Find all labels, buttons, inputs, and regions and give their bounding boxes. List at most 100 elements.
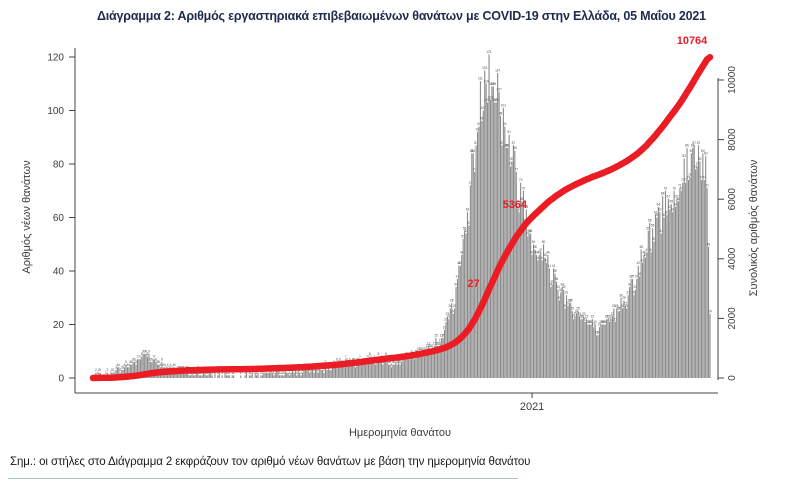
bar	[320, 369, 322, 378]
bar-value-label: 73	[681, 178, 685, 182]
bar-value-label: 1	[289, 371, 291, 375]
bar	[352, 361, 354, 378]
bar	[502, 107, 504, 378]
bar	[149, 361, 151, 378]
bar	[438, 345, 440, 378]
bar	[286, 372, 288, 378]
bar	[353, 361, 355, 378]
bar-value-label: 5	[125, 360, 127, 364]
bar	[343, 367, 345, 378]
bar	[667, 198, 669, 378]
bar	[550, 287, 552, 378]
bar	[403, 359, 405, 378]
bar	[614, 321, 616, 378]
bar-value-label: 1	[105, 371, 107, 375]
bar-value-label: 34	[454, 283, 458, 287]
bar-value-label: 3	[121, 365, 123, 369]
bar	[141, 356, 143, 378]
bar	[522, 190, 525, 378]
bar	[240, 375, 242, 378]
bar-value-label: 22	[606, 315, 610, 319]
bar	[527, 236, 529, 378]
bar-value-label: 67	[675, 194, 679, 198]
bar	[314, 367, 316, 378]
bar-value-label: 26	[615, 304, 619, 308]
bar-value-label: 7	[137, 355, 139, 359]
bar	[135, 364, 137, 379]
bar	[233, 375, 235, 378]
bar	[617, 311, 619, 379]
bar	[182, 369, 184, 378]
bar-value-label: 83	[704, 151, 708, 155]
bar-value-label: 63	[525, 205, 529, 209]
bar-value-label: 1	[217, 371, 219, 375]
bar	[708, 246, 710, 378]
annotation-10764: 10764	[677, 35, 708, 47]
bar	[583, 316, 585, 378]
bar-value-label: 34	[549, 283, 553, 287]
bar	[207, 375, 209, 378]
y-left-tick-label: 120	[47, 53, 64, 64]
bar-value-label: 21	[583, 317, 587, 321]
bar-value-label: 2	[95, 368, 97, 372]
bar	[134, 361, 136, 378]
bar	[359, 359, 361, 378]
bar-value-label: 1	[228, 371, 230, 375]
bar-value-label: 62	[517, 208, 521, 212]
bar	[709, 313, 711, 378]
bar-value-label: 103	[485, 98, 491, 102]
bar	[574, 316, 576, 378]
bar	[326, 369, 328, 378]
bar	[367, 359, 370, 378]
bar-value-label: 87	[697, 141, 701, 145]
bar	[510, 166, 512, 378]
bar	[521, 201, 523, 378]
bar-value-label: 4	[170, 363, 172, 367]
bar-value-label: 42	[636, 261, 640, 265]
bar	[531, 254, 533, 378]
bar-value-label: 26	[563, 304, 567, 308]
bar	[465, 233, 467, 378]
bar	[412, 356, 414, 378]
bar	[520, 182, 522, 378]
bar-value-label: 1	[300, 371, 302, 375]
bar	[511, 161, 513, 378]
bar	[540, 252, 542, 378]
bar	[534, 249, 536, 378]
bar-value-label: 86	[685, 143, 689, 147]
bar	[355, 367, 357, 378]
bar	[142, 353, 144, 378]
bar	[184, 372, 186, 378]
bar-value-label: 70	[680, 186, 684, 190]
bar-value-label: 6	[339, 357, 341, 361]
bar-value-label: 4	[128, 363, 130, 367]
bar	[464, 230, 466, 379]
bar-value-label: 74	[700, 176, 704, 180]
bar-value-label: 96	[480, 117, 484, 121]
bar	[372, 361, 374, 378]
bar-value-label: 6	[151, 357, 153, 361]
bar	[261, 375, 263, 378]
bar-value-label: 8	[369, 352, 371, 356]
bar-value-label: 5	[129, 360, 131, 364]
bar-value-label: 3	[178, 365, 180, 369]
bar	[619, 311, 621, 379]
bar	[692, 147, 694, 378]
bar	[426, 348, 428, 378]
bar	[568, 303, 570, 378]
bar	[398, 359, 400, 378]
bar-value-label: 2	[313, 368, 315, 372]
bar-value-label: 21	[614, 317, 618, 321]
bar-value-label: 44	[536, 256, 540, 260]
bar-value-label: 5	[131, 360, 133, 364]
bar	[627, 295, 629, 378]
bar	[357, 361, 359, 378]
bar-value-label: 55	[463, 226, 467, 230]
bar-value-label: 3	[115, 365, 117, 369]
bar	[218, 372, 220, 378]
bar	[181, 369, 183, 378]
bar-value-label: 87	[512, 141, 516, 145]
bar	[630, 279, 632, 378]
bar-value-label: 46	[530, 250, 534, 254]
bar	[551, 284, 553, 379]
